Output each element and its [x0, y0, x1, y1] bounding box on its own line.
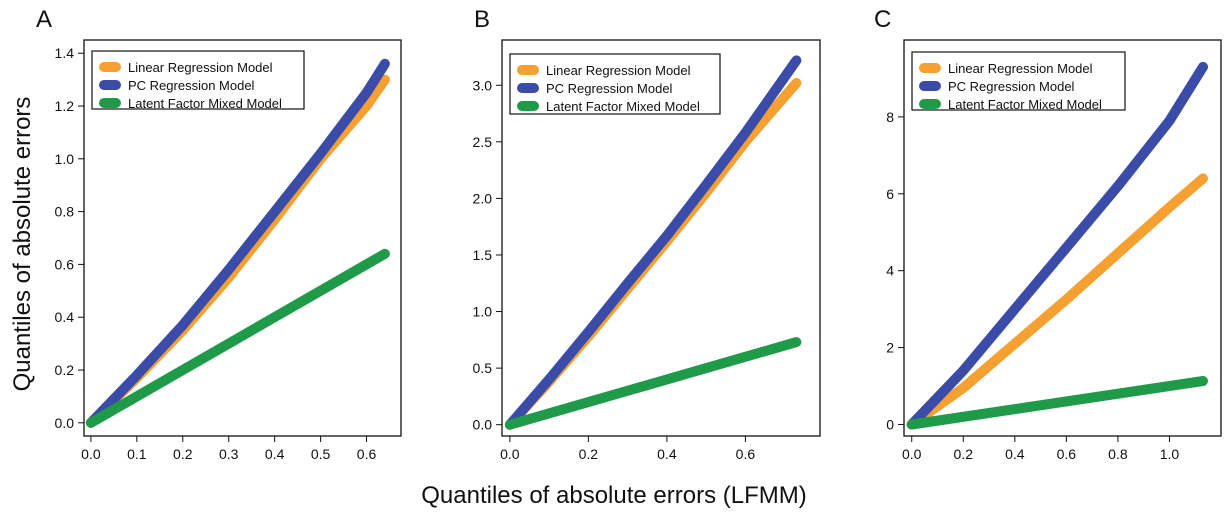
series-line-latent-factor-mixed	[906, 376, 1208, 430]
panel-letter: C	[874, 6, 891, 33]
x-tick-label: 0.2	[954, 446, 974, 462]
y-tick-label: 0.6	[55, 256, 75, 272]
x-tick-label: 0.0	[902, 446, 922, 462]
x-tick-label: 0.2	[173, 446, 193, 462]
y-tick-label: 0.5	[473, 360, 493, 376]
legend-label: PC Regression Model	[948, 79, 1075, 94]
x-tick-label: 0.6	[736, 446, 756, 462]
y-tick-label: 0.2	[55, 362, 75, 378]
y-tick-label: 0.0	[473, 417, 493, 433]
plot-frame	[903, 39, 1222, 437]
series-line-latent-factor-mixed	[504, 337, 802, 430]
panel-b: B 0.0 0.5 1.0 1.5 2.0 2.5 3.0 0.0 0.2 0.4 0.6 Linear…	[473, 6, 821, 462]
x-tick-label: 0.2	[579, 446, 599, 462]
series-line-linear-regression	[906, 173, 1208, 430]
plot-frame	[501, 39, 821, 437]
x-tick-label: 0.8	[1108, 446, 1128, 462]
y-tick-label: 3.0	[473, 77, 493, 93]
y-tick-label: 1.0	[473, 304, 493, 320]
series-line-pc-regression	[85, 58, 390, 428]
panel-c: C 0 2 4 6 8 0.0 0.2 0.4 0.6 0.8 1.0 Linear Regressio…	[874, 6, 1222, 462]
legend-label: PC Regression Model	[128, 78, 255, 93]
legend-label: Latent Factor Mixed Model	[128, 96, 282, 111]
legend-label: Linear Regression Model	[948, 61, 1093, 76]
series-line-latent-factor-mixed	[85, 248, 390, 428]
chart-panels: A 0.0 0.2 0.4 0.6 0.8 1.0 1.2 1.4 0.0 0.1 0.2 0.3 0.4…	[36, 6, 1222, 462]
legend-box	[911, 51, 1126, 111]
plot-frame	[83, 39, 402, 437]
y-tick-label: 0.4	[55, 309, 75, 325]
x-tick-label: 0.5	[311, 446, 331, 462]
x-tick-label: 0.6	[1057, 446, 1077, 462]
y-tick-label: 1.4	[55, 45, 75, 61]
y-tick-label: 0.8	[55, 204, 75, 220]
legend-box	[509, 53, 721, 115]
panel-letter: B	[474, 6, 490, 33]
y-tick-label: 0	[886, 416, 894, 432]
y-tick-label: 6	[886, 186, 894, 202]
x-tick-label: 0.1	[127, 446, 147, 462]
panel-letter: A	[36, 6, 52, 33]
x-tick-label: 0.4	[1005, 446, 1025, 462]
panel-a: A 0.0 0.2 0.4 0.6 0.8 1.0 1.2 1.4 0.0 0.1 0.2 0.3 0.4…	[36, 6, 402, 462]
legend: Linear Regression Model PC Regression Mod…	[91, 50, 305, 111]
y-tick-label: 2	[886, 340, 894, 356]
legend-label: Linear Regression Model	[128, 60, 273, 75]
y-tick-label: 1.5	[473, 247, 493, 263]
legend-label: Latent Factor Mixed Model	[546, 99, 700, 114]
y-axis-title: Quantiles of absolute errors	[9, 97, 36, 392]
series-line-pc-regression	[906, 61, 1208, 430]
x-tick-label: 0.0	[500, 446, 520, 462]
legend-label: Latent Factor Mixed Model	[948, 97, 1102, 112]
x-tick-label: 1.0	[1160, 446, 1180, 462]
legend: Linear Regression Model PC Regression Mod…	[911, 51, 1126, 112]
y-tick-label: 1.0	[55, 151, 75, 167]
y-tick-label: 1.2	[55, 98, 75, 114]
x-tick-label: 0.0	[81, 446, 101, 462]
x-tick-label: 0.3	[219, 446, 239, 462]
x-tick-label: 0.4	[265, 446, 285, 462]
series-line-pc-regression	[504, 55, 802, 430]
x-axis-title: Quantiles of absolute errors (LFMM)	[421, 482, 806, 509]
y-tick-label: 2.5	[473, 134, 493, 150]
legend-box	[91, 50, 305, 110]
legend-label: PC Regression Model	[546, 81, 673, 96]
x-tick-label: 0.4	[657, 446, 677, 462]
y-tick-label: 2.0	[473, 190, 493, 206]
legend-label: Linear Regression Model	[546, 63, 691, 78]
y-tick-label: 0.0	[55, 415, 75, 431]
y-tick-label: 8	[886, 109, 894, 125]
y-tick-label: 4	[886, 263, 894, 279]
legend: Linear Regression Model PC Regression Mod…	[509, 53, 721, 115]
x-tick-label: 0.6	[357, 446, 377, 462]
